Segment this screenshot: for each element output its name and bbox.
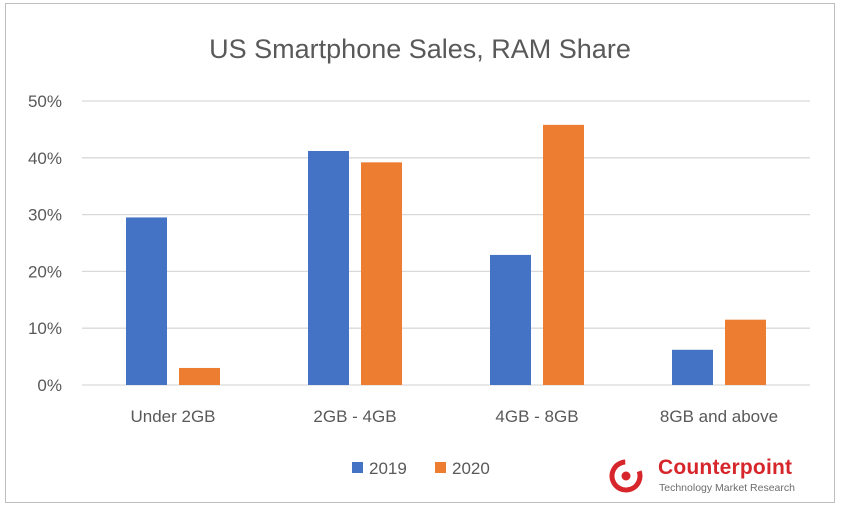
legend: 2019 2020 (352, 459, 490, 478)
x-tick-label: 4GB - 8GB (495, 407, 578, 426)
x-tick-label: 8GB and above (660, 407, 778, 426)
y-axis-ticks: 0% 10% 20% 30% 40% 50% (28, 92, 62, 395)
bar-2020-2 (543, 124, 584, 385)
y-tick-label: 10% (28, 319, 62, 338)
bar-2019-1 (308, 150, 349, 385)
bar-2019-3 (672, 349, 713, 385)
x-tick-label: Under 2GB (130, 407, 215, 426)
legend-swatch-2020 (435, 462, 446, 473)
legend-label-2020: 2020 (452, 459, 490, 478)
bar-2020-1 (361, 162, 402, 385)
gridlines (82, 100, 810, 386)
counterpoint-logo-icon (609, 459, 643, 493)
y-tick-label: 40% (28, 149, 62, 168)
legend-label-2019: 2019 (369, 459, 407, 478)
bar-2019-2 (490, 254, 531, 385)
brand-logo: Counterpoint Technology Market Research (608, 456, 828, 496)
y-tick-label: 20% (28, 262, 62, 281)
y-tick-label: 0% (37, 376, 62, 395)
x-axis-ticks: Under 2GB 2GB - 4GB 4GB - 8GB 8GB and above (130, 407, 778, 426)
bar-2020-3 (725, 319, 766, 385)
bar-2020-0 (179, 367, 220, 385)
brand-name: Counterpoint (658, 456, 793, 479)
x-tick-label: 2GB - 4GB (313, 407, 396, 426)
bar-2019-0 (126, 217, 167, 385)
legend-swatch-2019 (352, 462, 363, 473)
bars (126, 124, 766, 385)
chart-title: US Smartphone Sales, RAM Share (209, 34, 631, 64)
brand-tagline: Technology Market Research (659, 482, 795, 494)
y-tick-label: 50% (28, 92, 62, 111)
y-tick-label: 30% (28, 206, 62, 225)
